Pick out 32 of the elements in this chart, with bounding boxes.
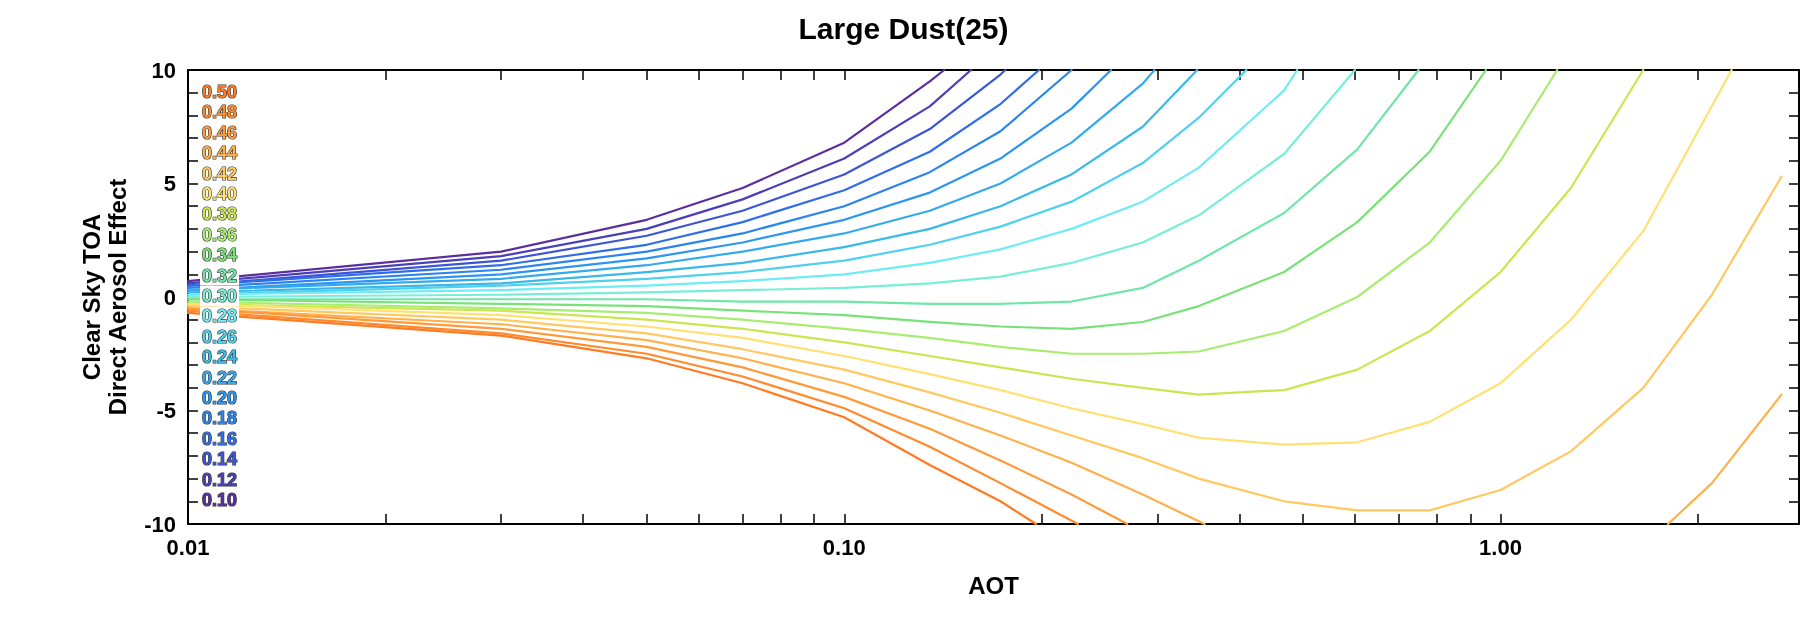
x-axis-title: AOT (968, 571, 1020, 599)
text: 0.36 (202, 224, 238, 245)
text: 0.18 (202, 408, 238, 429)
series-label: 0.34 (202, 245, 238, 266)
text: 0.20 (202, 388, 238, 408)
series-label: 0.26 (202, 326, 238, 347)
text: 0.50 (202, 82, 238, 102)
text: 0.12 (202, 469, 238, 490)
chart-title: Large Dust(25) (798, 11, 1009, 45)
text: 0.22 (202, 367, 238, 388)
series-label: 0.32 (202, 265, 238, 286)
y-tick-label: 0 (163, 284, 176, 310)
x-tick-label: 0.01 (166, 534, 210, 560)
y-tick-label: -5 (156, 398, 176, 423)
text: 0.10 (202, 490, 238, 510)
text: 0.16 (202, 428, 238, 449)
y-tick-label: 5 (163, 171, 176, 196)
x-tick-label: 1.00 (1479, 534, 1522, 560)
y-axis-title: Clear Sky TOA Direct Aerosol Effect (77, 178, 131, 416)
series-label: 0.28 (202, 306, 238, 327)
text: 0.46 (202, 122, 238, 143)
text: 0.44 (202, 143, 238, 164)
series-label: 0.30 (202, 286, 238, 306)
text: 0.14 (202, 449, 238, 470)
x-tick-label: 0.10 (822, 534, 866, 560)
text: 0.42 (202, 163, 238, 184)
text: 0.40 (202, 184, 238, 204)
text: 0.48 (202, 102, 238, 123)
text: 0.38 (202, 204, 238, 225)
text: 0.24 (202, 347, 238, 368)
y-tick-label: 10 (151, 57, 176, 83)
y-tick-label: -10 (144, 511, 176, 537)
